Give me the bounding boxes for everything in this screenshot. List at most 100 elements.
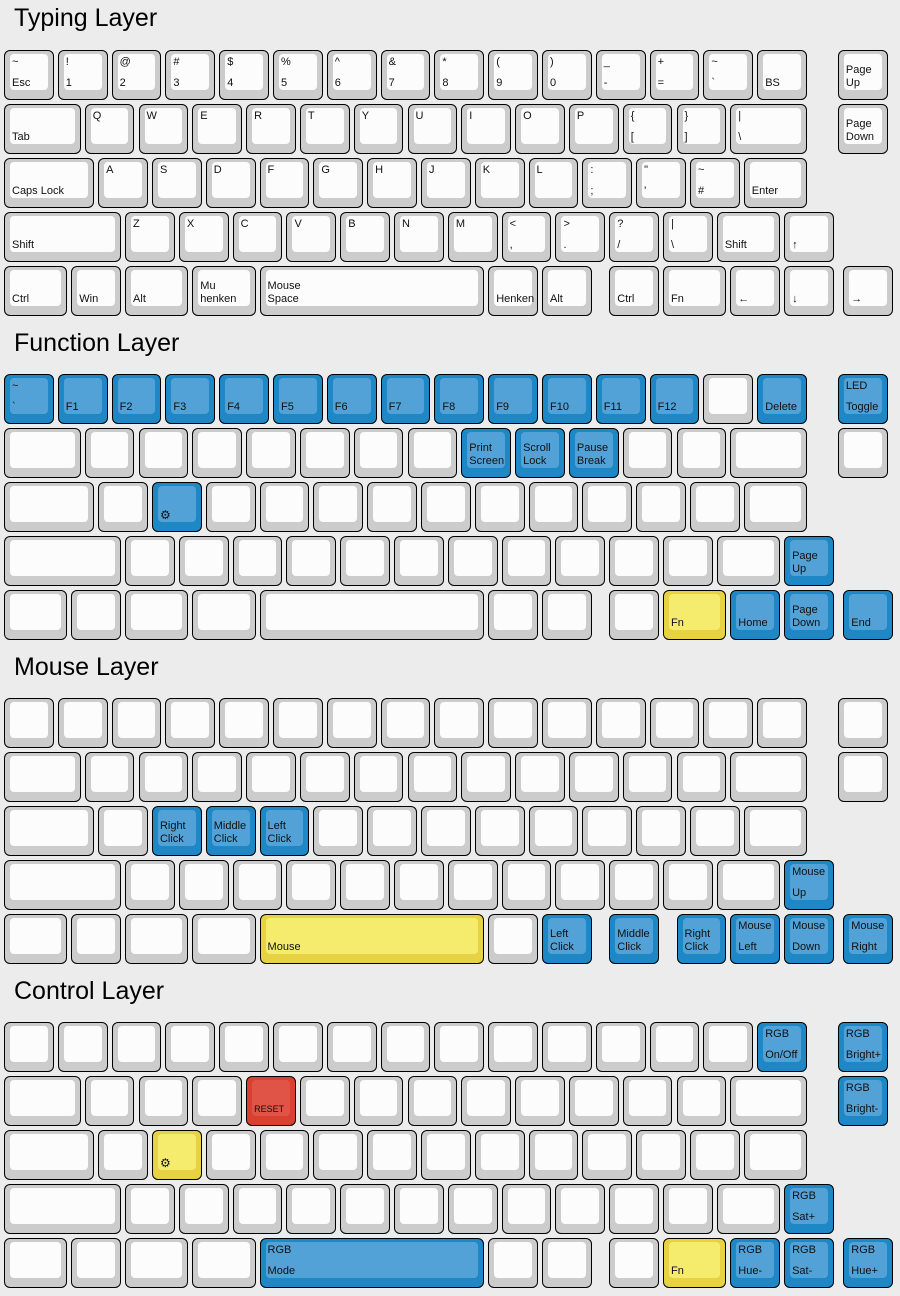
key-blank[interactable] — [353, 428, 404, 478]
key-mu-henken[interactable]: Mu henken — [192, 266, 256, 316]
key-gear[interactable]: ⚙ — [151, 1130, 202, 1180]
key-blank[interactable]: ~ ` — [703, 50, 754, 100]
key-page-up[interactable]: Page Up — [784, 536, 834, 586]
key-blank[interactable] — [353, 1076, 404, 1126]
key-blank[interactable] — [205, 1130, 256, 1180]
key-blank[interactable]: {[ — [622, 104, 673, 154]
key-blank[interactable]: }] — [676, 104, 727, 154]
key-f12[interactable]: F12 — [649, 374, 700, 424]
key-n[interactable]: N — [394, 212, 444, 262]
key-middle-click[interactable]: Middle Click — [205, 806, 256, 856]
key-blank[interactable] — [730, 1076, 807, 1126]
key-f5[interactable]: F5 — [273, 374, 323, 424]
key-o[interactable]: O — [515, 104, 565, 154]
key-tab[interactable]: Tab — [4, 104, 81, 154]
key-blank[interactable] — [259, 1130, 310, 1180]
key-blank[interactable] — [71, 590, 122, 640]
key-blank[interactable] — [259, 482, 310, 532]
key-blank[interactable] — [555, 536, 606, 586]
key-r[interactable]: R — [246, 104, 296, 154]
key-win[interactable]: Win — [71, 266, 122, 316]
key-rgb-bright[interactable]: RGB Bright- — [837, 1076, 888, 1126]
key-blank[interactable] — [299, 1076, 350, 1126]
key-blank[interactable] — [138, 752, 189, 802]
key-4[interactable]: $4 — [219, 50, 269, 100]
key-blank[interactable] — [4, 590, 68, 640]
key-blank[interactable] — [340, 536, 391, 586]
key-g[interactable]: G — [313, 158, 364, 208]
key-blank[interactable] — [138, 1076, 189, 1126]
key-v[interactable]: V — [286, 212, 337, 262]
key-b[interactable]: B — [340, 212, 391, 262]
key-blank[interactable] — [98, 1130, 148, 1180]
key-blank[interactable] — [4, 1076, 81, 1126]
key-blank[interactable] — [125, 860, 175, 910]
key-blank[interactable] — [394, 1184, 444, 1234]
key-rgb-on-off[interactable]: RGB On/Off — [757, 1022, 807, 1072]
key-henken[interactable]: Henken — [488, 266, 538, 316]
key-blank[interactable] — [219, 698, 269, 748]
key-2[interactable]: @2 — [111, 50, 162, 100]
key-blank[interactable] — [703, 698, 754, 748]
key-blank[interactable] — [111, 1022, 162, 1072]
key-blank[interactable] — [488, 914, 538, 964]
key-blank[interactable] — [273, 1022, 323, 1072]
key-esc[interactable]: ~ Esc — [4, 50, 54, 100]
key-left-click[interactable]: Left Click — [259, 806, 310, 856]
key-blank[interactable] — [622, 752, 673, 802]
key-blank[interactable] — [703, 374, 754, 424]
key-blank[interactable] — [434, 698, 485, 748]
key-blank[interactable]: | \ — [663, 212, 713, 262]
key-blank[interactable] — [205, 482, 256, 532]
key-blank[interactable] — [595, 698, 646, 748]
key-right-click[interactable]: Right Click — [676, 914, 727, 964]
key-blank[interactable] — [407, 1076, 458, 1126]
key-p[interactable]: P — [568, 104, 619, 154]
key-blank[interactable] — [542, 1022, 592, 1072]
key-home[interactable]: Home — [730, 590, 781, 640]
key-l[interactable]: L — [528, 158, 579, 208]
key-mouse[interactable]: Mouse — [259, 914, 485, 964]
key-blank[interactable] — [716, 1184, 781, 1234]
key-left-click[interactable]: Left Click — [542, 914, 592, 964]
key-blank[interactable] — [636, 1130, 686, 1180]
key-blank[interactable] — [676, 428, 727, 478]
key-right-click[interactable]: Right Click — [151, 806, 202, 856]
key-x[interactable]: X — [178, 212, 229, 262]
key-j[interactable]: J — [420, 158, 471, 208]
key-3[interactable]: #3 — [165, 50, 216, 100]
key-blank[interactable] — [703, 1022, 754, 1072]
key-enter[interactable]: Enter — [743, 158, 807, 208]
key-alt[interactable]: Alt — [125, 266, 189, 316]
key-blank[interactable] — [4, 1130, 95, 1180]
key-blank[interactable] — [474, 482, 525, 532]
key-blank[interactable]: ? / — [609, 212, 660, 262]
key-blank[interactable] — [178, 536, 229, 586]
key-print-screen[interactable]: Print Screen — [461, 428, 512, 478]
key-blank[interactable] — [246, 428, 296, 478]
key-m[interactable]: M — [447, 212, 498, 262]
key-blank[interactable] — [407, 428, 458, 478]
key-blank[interactable] — [501, 536, 552, 586]
key-blank[interactable] — [582, 482, 633, 532]
key-blank[interactable] — [622, 428, 673, 478]
key-rgb-bright[interactable]: RGB Bright+ — [837, 1022, 888, 1072]
key-blank[interactable] — [232, 1184, 283, 1234]
key-blank[interactable] — [232, 860, 283, 910]
key-fn[interactable]: Fn — [663, 1238, 727, 1288]
key-blank[interactable] — [582, 806, 633, 856]
key-q[interactable]: Q — [84, 104, 135, 154]
key-led-toggle[interactable]: LED Toggle — [837, 374, 888, 424]
key-blank[interactable] — [663, 536, 713, 586]
key-1[interactable]: ! 1 — [57, 50, 108, 100]
key-blank[interactable] — [730, 752, 807, 802]
key-blank[interactable] — [555, 1184, 606, 1234]
key-blank[interactable] — [515, 1076, 565, 1126]
key-blank[interactable] — [837, 752, 888, 802]
key-blank[interactable] — [420, 482, 471, 532]
key-5[interactable]: % 5 — [273, 50, 323, 100]
key-blank[interactable] — [192, 1238, 256, 1288]
key-mouse-right[interactable]: Mouse Right — [843, 914, 894, 964]
key-end[interactable]: End — [843, 590, 894, 640]
key-blank[interactable] — [125, 536, 175, 586]
